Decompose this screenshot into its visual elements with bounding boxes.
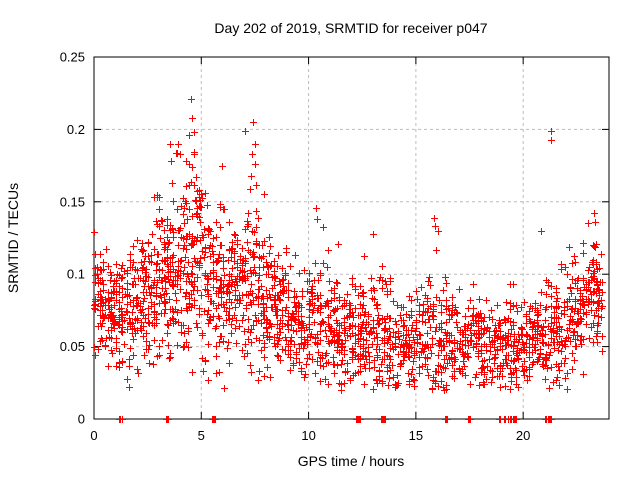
x-tick-label: 0 [90,428,97,443]
x-tick-label: 10 [301,428,315,443]
y-tick-label: 0.25 [60,50,85,65]
plot-border [93,56,610,420]
y-tick-label: 0.1 [67,267,85,282]
axis-ticks [93,56,609,420]
chart-title: Day 202 of 2019, SRMTID for receiver p04… [214,20,487,36]
x-tick-label: 5 [198,428,205,443]
x-tick-label: 15 [409,428,423,443]
y-tick-label: 0.15 [60,194,85,209]
data-points [91,96,606,423]
x-tick-label: 20 [516,428,530,443]
y-tick-label: 0 [78,412,85,427]
tick-labels: 0 5 10 15 20 0 0.05 0.1 0.15 0.2 0.25 [60,50,531,444]
y-tick-label: 0.05 [60,339,85,354]
x-axis-label: GPS time / hours [298,453,405,469]
y-tick-label: 0.2 [67,122,85,137]
y-axis-label: SRMTID / TECUs [5,183,21,293]
